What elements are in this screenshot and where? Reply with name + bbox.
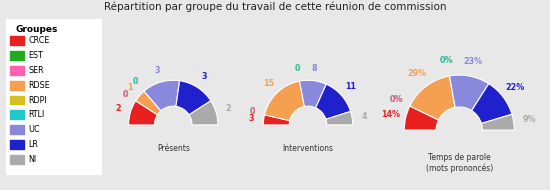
Text: RDSE: RDSE [29,81,51,90]
Text: 0: 0 [133,77,139,86]
Text: 3: 3 [201,72,207,81]
Text: SER: SER [29,66,44,75]
Wedge shape [404,106,438,130]
Text: Présents: Présents [157,144,190,153]
Text: 4: 4 [362,112,367,121]
Text: EST: EST [29,51,43,60]
Text: 0: 0 [250,107,255,116]
Text: Groupes: Groupes [15,25,58,34]
Wedge shape [472,84,512,124]
Wedge shape [265,81,305,121]
Text: NI: NI [29,155,37,164]
Bar [10,110,24,119]
Text: 0%: 0% [389,95,403,104]
Text: Temps de parole
(mots prononcés): Temps de parole (mots prononcés) [426,153,493,173]
Text: 15: 15 [263,79,274,88]
Text: 2: 2 [116,104,121,113]
Text: 29%: 29% [407,70,426,78]
Bar [10,36,24,45]
Text: 8: 8 [312,64,317,73]
Wedge shape [410,76,455,120]
Text: RDPI: RDPI [29,96,47,105]
FancyBboxPatch shape [3,14,104,180]
Wedge shape [481,114,514,130]
Text: RTLI: RTLI [29,110,45,119]
Text: 0: 0 [123,89,128,99]
Text: 9%: 9% [522,115,536,124]
Text: 3: 3 [249,114,254,123]
Bar [10,51,24,60]
Wedge shape [263,115,290,125]
Text: 1: 1 [127,83,133,92]
Text: 0: 0 [294,64,300,73]
Text: 0%: 0% [440,56,454,65]
Text: 0%: 0% [440,56,454,65]
Text: 23%: 23% [463,57,482,66]
Text: 0%: 0% [389,95,403,104]
Wedge shape [449,75,489,111]
Wedge shape [129,101,157,125]
Wedge shape [189,101,218,125]
Bar [10,81,24,89]
Bar [10,140,24,149]
Text: 0: 0 [133,77,139,86]
Text: CRCE: CRCE [29,36,50,45]
Bar [10,66,24,75]
Text: 11: 11 [345,82,356,91]
Text: 0: 0 [294,64,300,73]
Bar [10,125,24,134]
Text: 2: 2 [226,104,231,113]
Text: LR: LR [29,140,38,149]
Wedge shape [300,80,326,108]
Text: UC: UC [29,125,40,134]
Text: 0: 0 [123,89,128,99]
Wedge shape [136,91,161,115]
Wedge shape [176,81,211,115]
Wedge shape [326,112,353,125]
Bar [10,155,24,164]
Wedge shape [144,80,180,111]
Text: 22%: 22% [506,83,525,92]
Wedge shape [316,84,350,119]
Text: Interventions: Interventions [283,144,333,153]
Text: Répartition par groupe du travail de cette réunion de commission: Répartition par groupe du travail de cet… [104,2,446,12]
Text: 14%: 14% [381,110,400,119]
Text: 3: 3 [155,66,160,74]
Bar [10,96,24,104]
Text: 0: 0 [250,107,255,116]
